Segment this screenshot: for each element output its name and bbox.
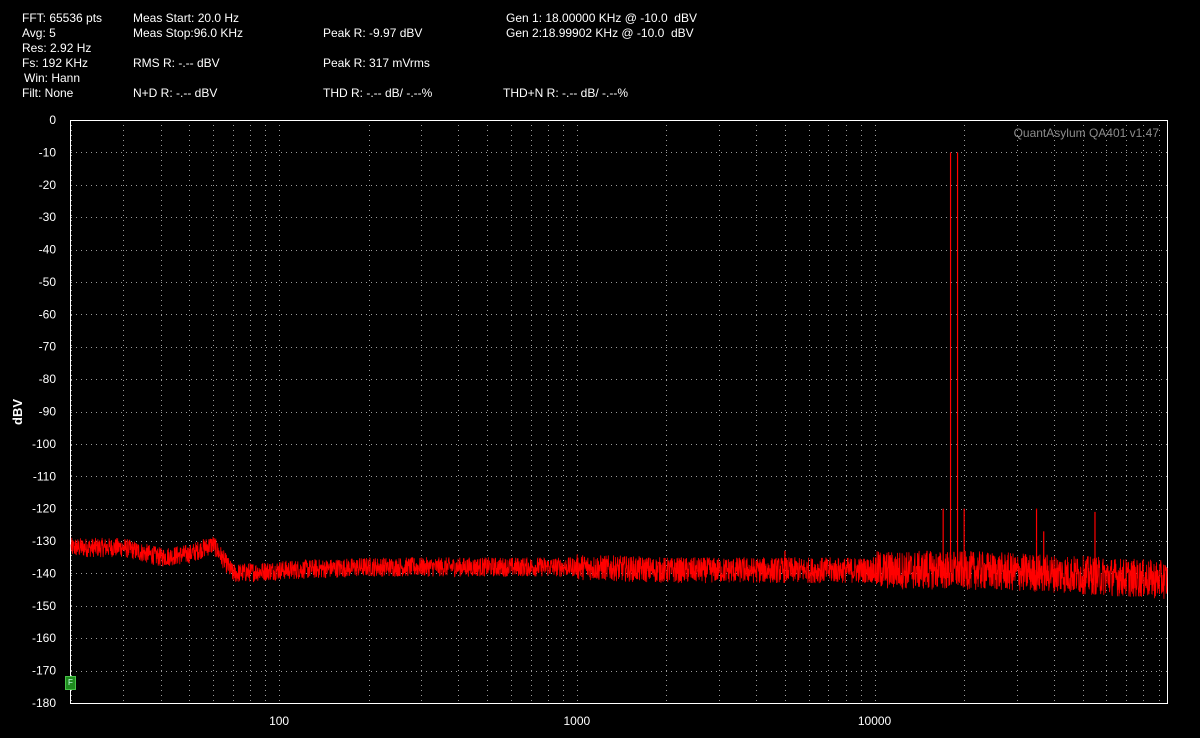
nd-readout: N+D R: -.-- dBV <box>133 86 218 100</box>
x-tick-label: 10000 <box>858 714 892 728</box>
y-tick-label: -90 <box>39 405 57 419</box>
fft-readout: FFT: 65536 pts <box>22 11 103 25</box>
y-tick-label: -160 <box>32 631 56 645</box>
y-tick-label: -110 <box>33 469 56 483</box>
y-tick-label: -120 <box>32 502 56 516</box>
filter-flag-badge[interactable]: F <box>65 676 76 690</box>
series-group <box>70 152 1168 599</box>
peak-mvrms-readout: Peak R: 317 mVrms <box>323 56 430 70</box>
avg-readout: Avg: 5 <box>22 26 56 40</box>
y-tick-labels: 0 -10 -20 -30 -40 -50 -60 -70 -80 -90 -100 -110 -120… <box>32 113 56 710</box>
meas-start-readout: Meas Start: 20.0 Hz <box>133 11 240 25</box>
y-tick-label: -40 <box>39 243 57 257</box>
y-tick-label: -70 <box>39 340 57 354</box>
y-tick-label: -50 <box>39 275 57 289</box>
y-tick-label: -170 <box>32 664 56 678</box>
thd-readout: THD R: -.-- dB/ -.--% <box>323 86 433 100</box>
y-tick-label: -130 <box>32 534 56 548</box>
y-tick-label: -80 <box>39 372 57 386</box>
x-tick-label: 1000 <box>563 714 590 728</box>
rms-readout: RMS R: -.-- dBV <box>133 56 220 70</box>
y-tick-label: -140 <box>32 566 56 580</box>
y-tick-label: -150 <box>32 599 56 613</box>
y-tick-label: 0 <box>49 113 56 127</box>
y-tick-label: -10 <box>39 145 57 159</box>
res-readout: Res: 2.92 Hz <box>22 41 92 55</box>
y-tick-label: -100 <box>32 437 56 451</box>
gen1-readout: Gen 1: 18.00000 KHz @ -10.0 dBV <box>506 11 697 25</box>
peak-dbv-readout: Peak R: -9.97 dBV <box>323 26 423 40</box>
watermark: QuantAsylum QA401 v1.47 <box>1014 126 1160 140</box>
y-axis-label: dBV <box>10 399 25 425</box>
x-tick-label: 100 <box>269 714 289 728</box>
y-tick-label: -180 <box>32 696 56 710</box>
fs-readout: Fs: 192 KHz <box>22 56 89 70</box>
chart-grid <box>71 120 1167 704</box>
thdn-readout: THD+N R: -.-- dB/ -.--% <box>503 86 628 100</box>
y-tick-label: -60 <box>39 307 57 321</box>
gen2-readout: Gen 2:18.99902 KHz @ -10.0 dBV <box>506 26 694 40</box>
filter-readout: Filt: None <box>22 86 74 100</box>
plot-frame <box>70 120 1168 704</box>
x-tick-labels: 100 1000 10000 <box>269 714 891 728</box>
window-readout: Win: Hann <box>24 71 81 85</box>
y-tick-label: -30 <box>39 210 57 224</box>
meas-stop-readout: Meas Stop:96.0 KHz <box>133 26 244 40</box>
noise-floor-trace <box>70 536 1168 599</box>
y-tick-label: -20 <box>39 178 57 192</box>
